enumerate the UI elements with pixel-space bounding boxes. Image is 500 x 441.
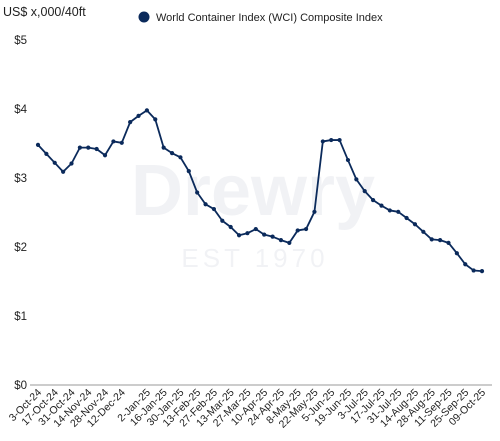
data-point (86, 145, 91, 150)
data-point (220, 218, 225, 223)
data-point (412, 222, 418, 227)
data-point (253, 226, 258, 232)
data-point (479, 269, 485, 274)
data-point (211, 206, 217, 212)
data-point (438, 238, 443, 243)
data-point (119, 140, 124, 145)
y-tick-label: $2 (14, 242, 27, 254)
data-point (396, 209, 401, 214)
data-point (312, 209, 317, 214)
data-point (270, 234, 275, 239)
data-point (463, 262, 468, 267)
y-tick-label: $4 (14, 104, 27, 116)
data-point (429, 237, 434, 242)
x-axis-ticks: 3-Oct-2417-Oct-2431-Oct-2414-Nov-2428-No… (7, 387, 488, 431)
data-point (136, 113, 141, 118)
y-tick-label: $1 (14, 311, 27, 323)
data-point (354, 177, 359, 182)
data-point (161, 145, 166, 150)
data-point (35, 142, 41, 147)
data-point (44, 151, 49, 156)
y-tick-label: $3 (14, 173, 27, 185)
data-point (421, 229, 426, 234)
data-point (61, 169, 66, 174)
data-point (203, 202, 208, 207)
data-point (379, 203, 384, 208)
data-point (77, 145, 82, 150)
series-points (35, 108, 485, 274)
data-point (446, 240, 451, 245)
data-point (94, 146, 99, 152)
data-point (454, 251, 459, 256)
y-tick-label: $5 (14, 35, 27, 47)
data-point (102, 153, 108, 158)
data-point (195, 190, 200, 195)
data-point (404, 215, 409, 221)
data-point (329, 137, 334, 143)
legend-label: World Container Index (WCI) Composite In… (156, 12, 383, 24)
data-point (228, 224, 233, 230)
watermark-tagline: EST 1970 (181, 243, 328, 273)
data-point (128, 120, 133, 125)
watermark: Drewry EST 1970 (131, 151, 375, 273)
data-point (303, 226, 309, 232)
y-axis-ticks: $0 $1 $2 $3 $4 $5 (14, 35, 27, 392)
legend: World Container Index (WCI) Composite In… (138, 11, 383, 24)
data-point (236, 233, 242, 238)
data-point (362, 189, 367, 194)
data-point (337, 137, 342, 143)
data-point (287, 240, 292, 245)
data-point (471, 268, 476, 273)
data-point (169, 151, 175, 156)
data-point (245, 231, 250, 236)
data-point (370, 197, 376, 203)
data-point (144, 108, 150, 113)
data-point (387, 208, 392, 213)
data-point (295, 228, 300, 233)
data-point (178, 155, 183, 160)
y-tick-label: $0 (14, 380, 27, 392)
data-point (262, 232, 267, 237)
data-point (278, 238, 284, 243)
data-point (153, 117, 158, 122)
data-point (186, 169, 191, 174)
y-unit-label: US$ x,000/40ft (3, 5, 86, 19)
data-point (52, 160, 57, 165)
data-point (111, 139, 116, 144)
data-point (69, 161, 74, 166)
legend-marker (138, 11, 150, 23)
data-point (320, 139, 325, 144)
data-point (345, 157, 351, 163)
watermark-brand: Drewry (131, 151, 375, 231)
